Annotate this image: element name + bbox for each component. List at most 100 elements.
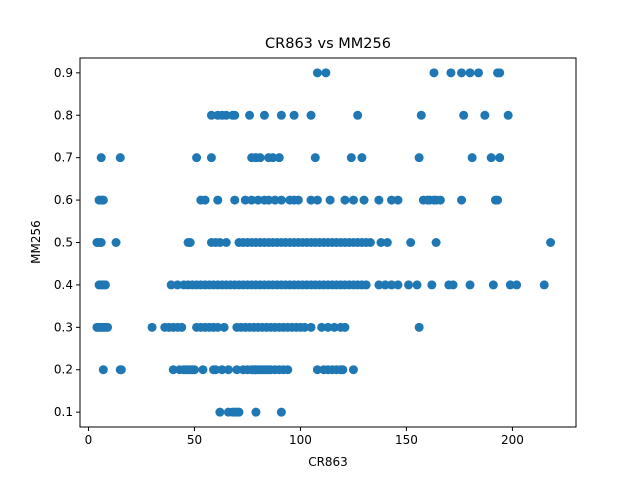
data-point — [474, 68, 483, 78]
data-point — [406, 238, 416, 247]
y-axis-ticks: 0.1 0.2 0.3 0.4 0.5 0.6 0.7 0.8 0.9 — [54, 66, 80, 419]
data-point — [312, 365, 322, 375]
data-point — [306, 322, 316, 332]
data-point — [312, 195, 322, 205]
data-point — [359, 195, 369, 205]
data-point — [503, 110, 513, 120]
data-point — [312, 68, 322, 78]
data-point — [234, 407, 244, 417]
data-point — [365, 238, 375, 247]
data-point — [177, 322, 187, 332]
data-point — [353, 110, 363, 120]
data-point — [200, 195, 210, 205]
data-point — [221, 238, 231, 247]
data-point — [206, 153, 216, 163]
data-point — [310, 153, 320, 163]
data-point — [219, 322, 229, 332]
data-point — [414, 153, 424, 163]
data-point — [268, 153, 278, 163]
data-point — [539, 280, 549, 290]
data-point — [505, 280, 515, 290]
data-point — [300, 322, 310, 332]
points-layer — [92, 68, 556, 417]
plot-frame — [79, 57, 577, 428]
data-point — [221, 110, 231, 120]
x-tick-label: 100 — [289, 433, 312, 447]
data-point — [393, 195, 403, 205]
data-point — [382, 238, 392, 247]
data-point — [173, 280, 182, 290]
data-point — [546, 238, 556, 247]
data-point — [480, 110, 490, 120]
data-point — [103, 322, 113, 332]
data-point — [321, 68, 331, 78]
data-point — [416, 110, 426, 120]
data-point — [429, 68, 439, 78]
data-point — [255, 153, 265, 163]
y-tick-label: 0.4 — [54, 278, 73, 292]
data-point — [185, 238, 195, 247]
y-tick-label: 0.7 — [54, 151, 73, 165]
data-point — [374, 280, 384, 290]
data-point — [374, 195, 384, 205]
data-point — [98, 365, 108, 375]
data-point — [495, 68, 505, 78]
data-point — [283, 365, 293, 375]
y-tick-label: 0.8 — [54, 108, 73, 122]
data-point — [361, 280, 371, 290]
data-point — [348, 365, 358, 375]
data-point — [274, 153, 284, 163]
data-point — [192, 153, 202, 163]
y-tick-label: 0.6 — [54, 193, 73, 207]
data-point — [206, 110, 216, 120]
data-point — [467, 153, 477, 163]
data-point — [465, 68, 475, 78]
data-point — [115, 153, 125, 163]
data-point — [465, 280, 475, 290]
data-point — [376, 238, 386, 247]
data-point — [404, 280, 414, 290]
data-point — [100, 280, 110, 290]
data-point — [223, 365, 233, 375]
data-point — [96, 238, 106, 247]
data-point — [96, 153, 106, 163]
data-point — [457, 195, 467, 205]
data-point — [213, 195, 223, 205]
data-point — [116, 365, 126, 375]
data-point — [329, 322, 339, 332]
data-point — [414, 322, 424, 332]
data-point — [346, 153, 356, 163]
x-axis-ticks: 0 50 100 150 200 — [85, 427, 524, 447]
y-tick-label: 0.2 — [54, 363, 73, 377]
data-point — [240, 195, 250, 205]
data-point — [431, 238, 441, 247]
x-tick-label: 50 — [187, 433, 202, 447]
data-point — [276, 110, 286, 120]
data-point — [289, 110, 299, 120]
data-point — [276, 195, 286, 205]
data-point — [230, 110, 240, 120]
data-point — [198, 365, 208, 375]
data-point — [253, 195, 263, 205]
data-point — [427, 280, 437, 290]
y-tick-label: 0.9 — [54, 66, 73, 80]
data-point — [264, 195, 274, 205]
data-point — [215, 238, 225, 247]
data-point — [446, 68, 456, 78]
x-tick-label: 200 — [501, 433, 524, 447]
data-point — [270, 195, 280, 205]
data-point — [232, 365, 242, 375]
data-point — [393, 280, 403, 290]
data-point — [340, 195, 350, 205]
data-point — [457, 68, 467, 78]
y-tick-label: 0.1 — [54, 405, 73, 419]
data-point — [215, 407, 225, 417]
data-point — [486, 153, 496, 163]
y-tick-label: 0.3 — [54, 320, 73, 334]
data-point — [259, 110, 269, 120]
data-point — [293, 195, 303, 205]
y-axis-label: MM256 — [29, 220, 43, 264]
data-point — [189, 365, 199, 375]
data-point — [247, 195, 257, 205]
data-point — [512, 280, 522, 290]
